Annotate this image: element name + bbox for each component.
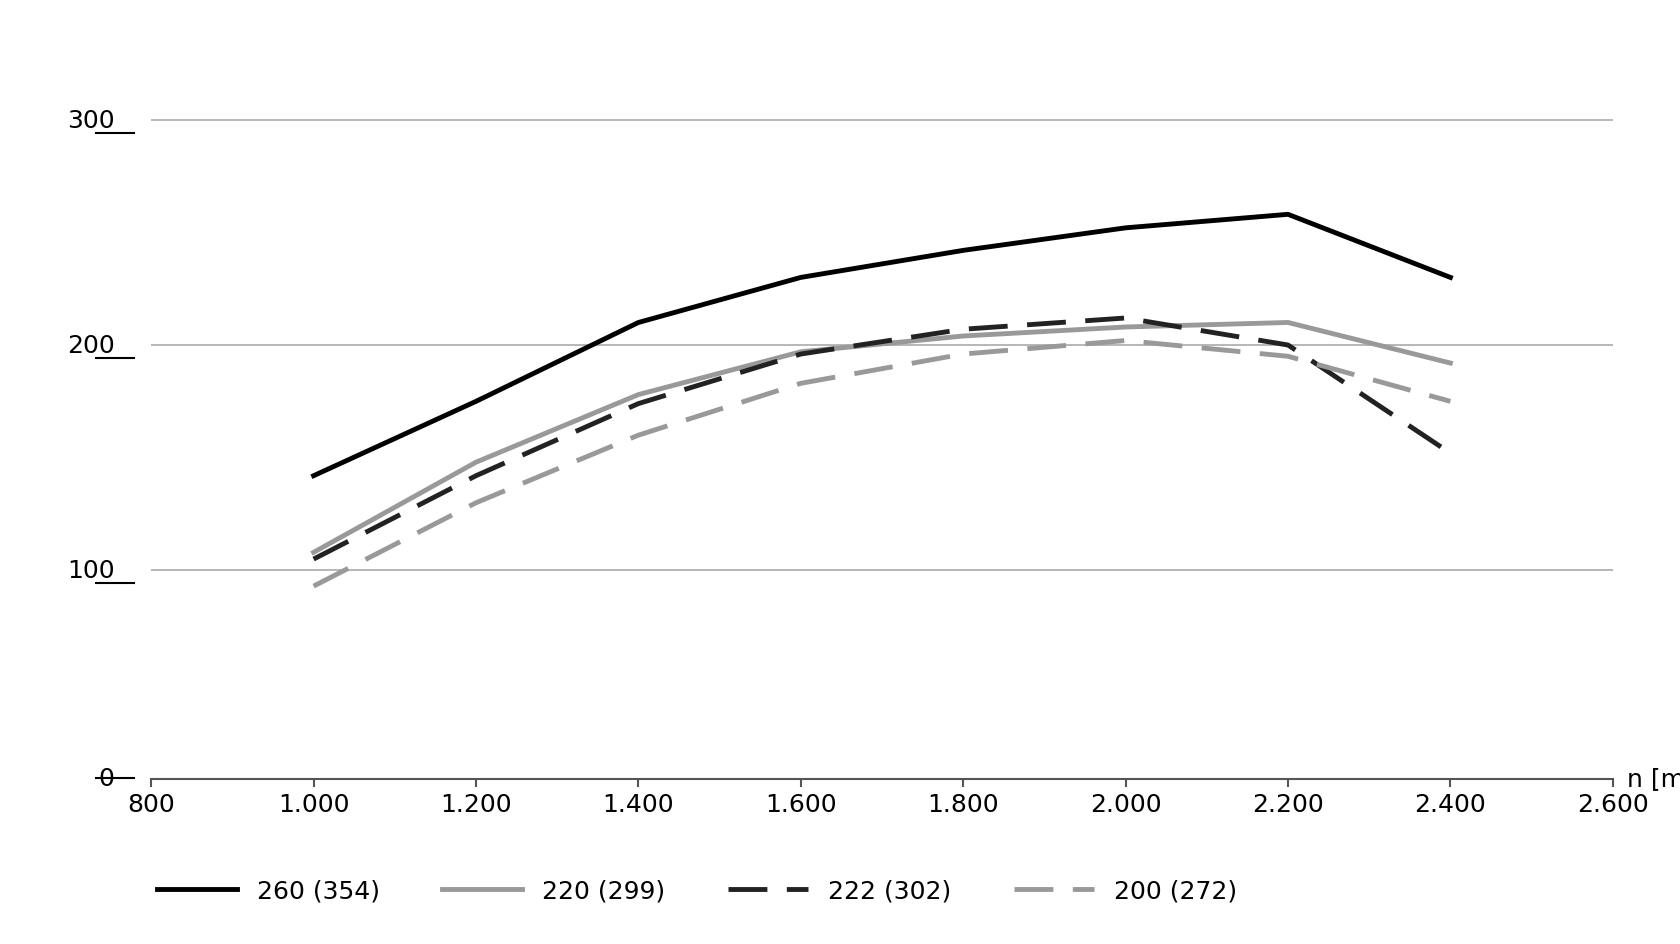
Text: 100: 100 [67,559,114,582]
Text: 0: 0 [99,766,114,790]
Legend: 260 (354), 220 (299), 222 (302), 200 (272): 260 (354), 220 (299), 222 (302), 200 (27… [146,868,1247,913]
Text: n [min⁻¹]: n [min⁻¹] [1628,766,1680,790]
Text: 300: 300 [67,109,114,132]
Text: 200: 200 [67,333,114,358]
